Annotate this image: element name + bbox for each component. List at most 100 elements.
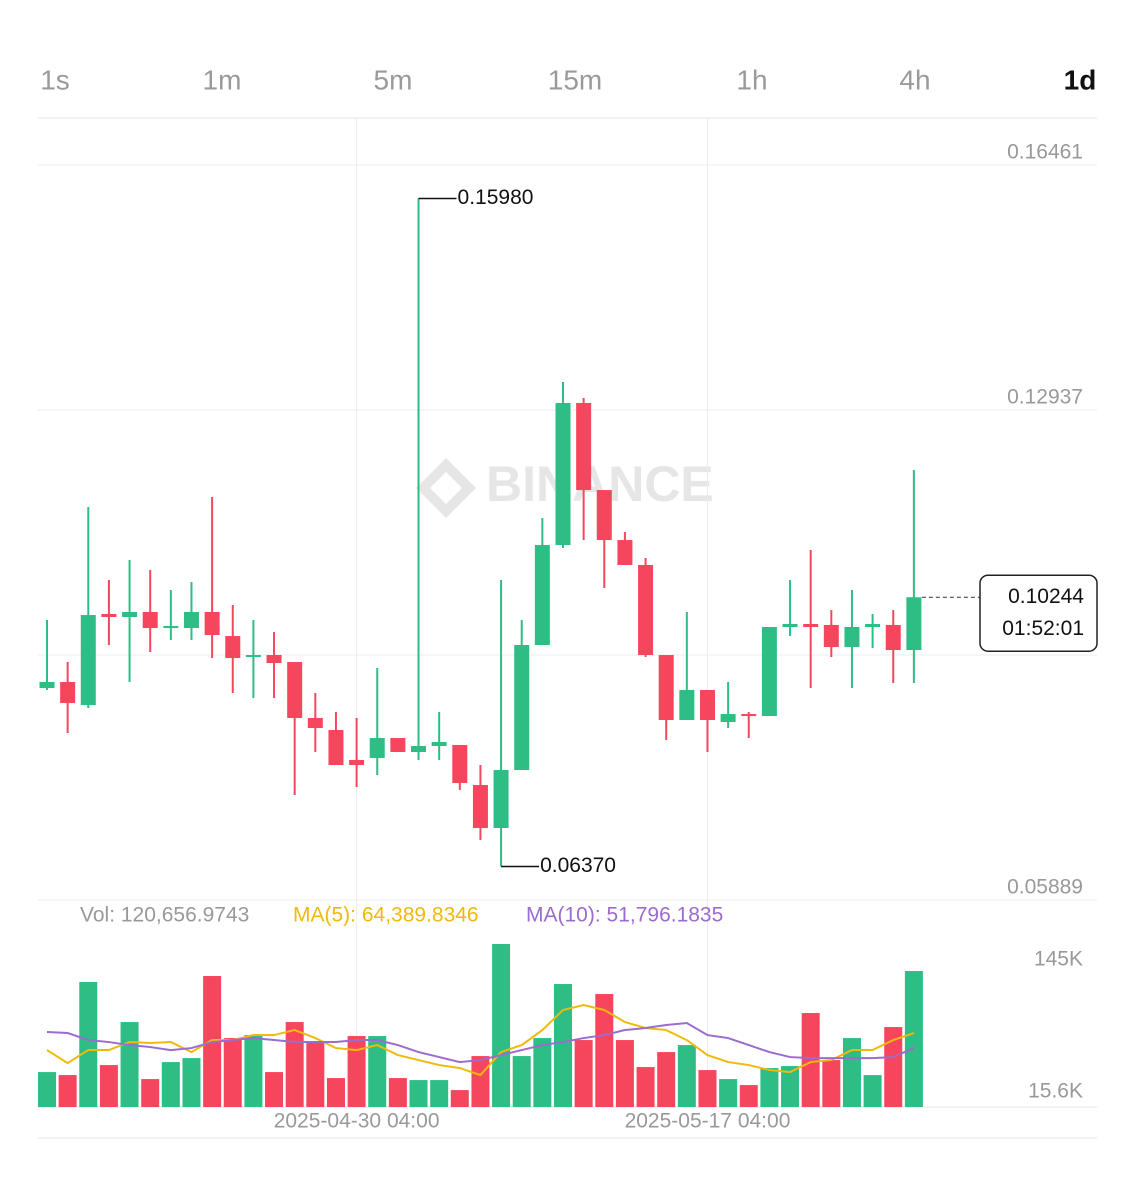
candle-body <box>514 645 530 770</box>
timeframe-tab[interactable]: 4h <box>899 64 930 95</box>
timeframe-tab[interactable]: 1h <box>736 64 767 95</box>
candle-body <box>865 624 881 627</box>
volume-bar <box>306 1042 325 1107</box>
candle-body <box>555 403 571 546</box>
candle-body <box>782 624 798 627</box>
candle-body <box>328 730 344 765</box>
candle-body <box>617 540 633 565</box>
volume-bar <box>595 994 614 1107</box>
last-price-label: 0.10244 <box>1008 585 1084 608</box>
candle-body <box>431 741 447 747</box>
price-tick-label: 0.12937 <box>1007 386 1083 409</box>
candle-body <box>534 545 550 646</box>
candle-body <box>163 626 179 629</box>
candle-body <box>699 689 715 721</box>
low-annotation: 0.06370 <box>540 854 616 877</box>
volume-bar <box>347 1036 366 1107</box>
volume-bar <box>38 1072 56 1107</box>
timeframe-tab[interactable]: 5m <box>374 64 413 95</box>
candle-body <box>80 615 96 705</box>
candle-body <box>576 403 592 491</box>
volume-bar <box>265 1072 284 1107</box>
candle-body <box>101 614 117 617</box>
volume-bar <box>388 1078 407 1107</box>
legend-entry: Vol: 120,656.9743 <box>80 904 249 927</box>
volume-bar <box>533 1038 552 1107</box>
volume-bar <box>244 1035 263 1107</box>
timeframe-tab[interactable]: 1d <box>1064 64 1097 95</box>
volume-bar <box>120 1022 139 1107</box>
volume-bar <box>822 1060 841 1107</box>
volume-bar <box>512 1056 531 1107</box>
volume-bar <box>99 1065 118 1107</box>
watermark-logo <box>416 458 476 518</box>
candle-body <box>287 662 303 718</box>
candle-body <box>658 655 674 721</box>
volume-bar <box>739 1085 758 1107</box>
volume-bar <box>574 1040 593 1107</box>
candle-body <box>60 681 76 703</box>
volume-bar <box>904 971 923 1107</box>
candle-body <box>638 564 654 656</box>
candle-body <box>204 611 220 635</box>
candle-body <box>844 627 860 648</box>
x-tick-label: 2025-04-30 04:00 <box>274 1110 440 1133</box>
volume-bar <box>842 1038 861 1107</box>
volume-tick-label: 15.6K <box>1028 1080 1083 1103</box>
high-annotation: 0.15980 <box>458 186 534 209</box>
volume-bar <box>492 944 511 1107</box>
volume-bar <box>471 1056 490 1107</box>
volume-bar <box>636 1067 655 1107</box>
candle-body <box>39 681 55 689</box>
price-tick-label: 0.16461 <box>1007 141 1083 164</box>
candle-body <box>369 738 385 758</box>
candle-body <box>122 611 138 617</box>
volume-bar <box>285 1022 304 1107</box>
volume-bar <box>781 1066 800 1107</box>
volume-bar <box>760 1068 779 1107</box>
candle-body <box>307 718 323 729</box>
volume-bar <box>863 1075 882 1107</box>
candle-body <box>741 714 757 717</box>
candle-body <box>720 714 736 723</box>
candle-body <box>885 624 901 651</box>
volume-bar <box>182 1058 201 1107</box>
volume-bar <box>657 1052 676 1107</box>
candle-body <box>472 785 488 828</box>
candle-body <box>390 738 406 752</box>
candle-body <box>452 744 468 783</box>
volume-bar <box>326 1078 345 1107</box>
volume-bar <box>409 1080 428 1107</box>
candle-body <box>245 655 261 658</box>
volume-bar <box>430 1080 449 1107</box>
volume-bar <box>223 1038 242 1107</box>
volume-bar <box>698 1070 717 1107</box>
volume-bar <box>615 1040 634 1107</box>
volume-bar <box>58 1075 77 1107</box>
candle-body <box>266 655 282 664</box>
candle-body <box>906 597 922 651</box>
candle-body <box>679 689 695 721</box>
candle-body <box>411 746 427 752</box>
volume-bar <box>368 1036 387 1107</box>
volume-bar <box>79 982 98 1107</box>
candle-body <box>823 624 839 648</box>
ma-line <box>46 1004 915 1077</box>
timeframe-tab[interactable]: 15m <box>548 64 602 95</box>
candle-body <box>142 611 158 629</box>
legend-entry: MA(10): 51,796.1835 <box>526 904 723 927</box>
timeframe-tab[interactable]: 1s <box>40 64 70 95</box>
legend-entry: MA(5): 64,389.8346 <box>293 904 479 927</box>
candle-body <box>596 490 612 541</box>
price-tick-label: 0.05889 <box>1007 876 1083 899</box>
volume-tick-label: 145K <box>1034 948 1083 971</box>
candle-body <box>183 611 199 629</box>
timeframe-tab[interactable]: 1m <box>203 64 242 95</box>
candle-body <box>493 770 509 828</box>
candle-body <box>225 636 241 659</box>
countdown-label: 01:52:01 <box>1002 617 1084 640</box>
volume-bar <box>161 1062 180 1107</box>
volume-bar <box>677 1045 696 1107</box>
